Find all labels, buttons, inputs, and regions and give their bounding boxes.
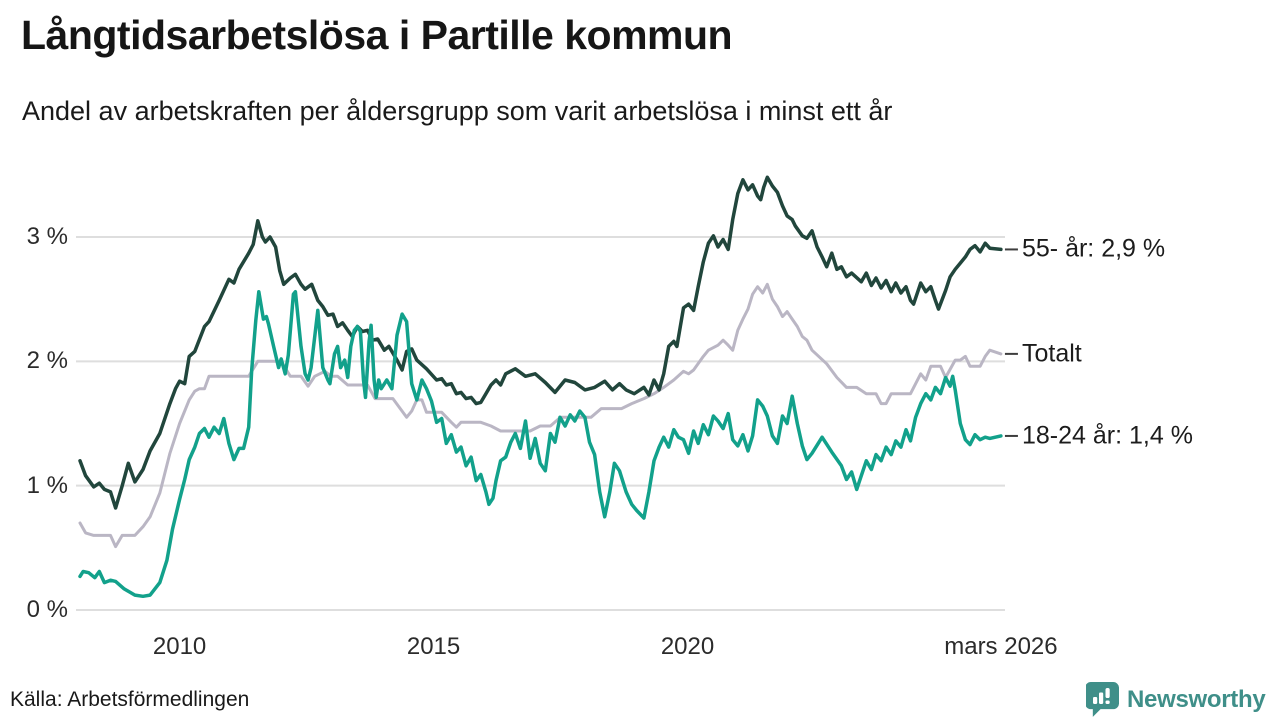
bar-chart-speech-bubble-icon	[1086, 682, 1119, 717]
series-end-label-18-24-r: 18-24 år: 1,4 %	[1022, 421, 1193, 450]
series-end-label-55-r: 55- år: 2,9 %	[1022, 234, 1166, 263]
page-subtitle: Andel av arbetskraften per åldersgrupp s…	[22, 96, 893, 126]
newsworthy-logo: Newsworthy	[1086, 682, 1266, 718]
series-line-18-24-r	[78, 289, 1003, 599]
series-end-label-totalt: Totalt	[1022, 339, 1082, 368]
page-title: Långtidsarbetslösa i Partille kommun	[21, 12, 733, 58]
series-line-55-r	[78, 175, 1003, 510]
series-line-totalt	[78, 282, 1003, 549]
source-note: Källa: Arbetsförmedlingen	[10, 688, 250, 711]
newsworthy-wordmark: Newsworthy	[1127, 686, 1266, 713]
